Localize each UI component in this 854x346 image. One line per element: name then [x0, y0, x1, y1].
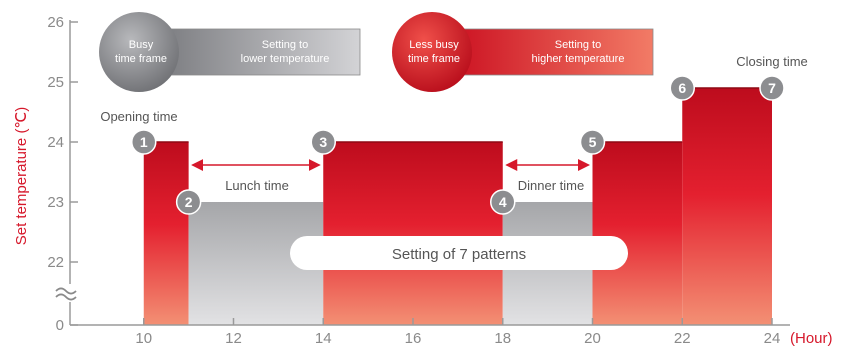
legend-circle-line1-1: Busy: [129, 39, 154, 51]
marker-label-3: 3: [319, 134, 327, 150]
marker-circle-6: [669, 75, 695, 101]
bars-layer: [143, 87, 772, 325]
legend-item-2: Less busy time frame Setting to higher temp…: [392, 12, 654, 92]
marker-circle-1: [131, 129, 157, 155]
legend-bar-1: [159, 28, 361, 76]
annotations-layer: Opening time Closing time Lunch time Dinner…: [100, 54, 808, 270]
x-tick-label-24: 24: [764, 330, 781, 346]
legend-circle-line2-1: time frame: [115, 53, 167, 65]
marker-circle-4: [490, 189, 516, 215]
x-tick-label-20: 20: [584, 330, 601, 346]
legend-bar-2: [452, 28, 654, 76]
y-tick-label-23: 23: [47, 194, 64, 211]
annotation-closing-time: Closing time: [736, 54, 808, 69]
marker-label-1: 1: [140, 134, 148, 150]
marker-1: 1: [131, 129, 157, 155]
axis-break-wave-1: [55, 287, 77, 295]
annotation-opening-time: Opening time: [100, 109, 177, 124]
bar-segment-1: [143, 142, 189, 325]
marker-5: 5: [579, 129, 606, 155]
y-axis-label: Set temperature (℃): [13, 107, 30, 246]
legend-circle-1: [99, 12, 179, 92]
y-tick-label-22: 22: [47, 254, 64, 271]
legend-bar-line2-2: higher temperature: [532, 53, 625, 65]
y-tick-label-26: 26: [47, 14, 64, 31]
legend-layer: Busy time frame Setting to lower temperatur…: [99, 12, 654, 92]
marker-label-6: 6: [678, 80, 686, 96]
markers-layer: 1 2 3 4 5 6 7: [131, 75, 785, 215]
x-tick-label-16: 16: [405, 330, 422, 346]
annotation-lunch-time: Lunch time: [225, 178, 289, 193]
x-tick-label-10: 10: [135, 330, 152, 346]
legend-bar-line1-1: Setting to: [262, 39, 308, 51]
marker-circle-3: [310, 129, 336, 155]
marker-7: 7: [759, 75, 785, 101]
patterns-pill-label: Setting of 7 patterns: [392, 246, 526, 263]
legend-circle-2: [392, 12, 472, 92]
marker-circle-7: [759, 75, 785, 101]
axis-break-wave-2: [55, 293, 77, 301]
patterns-pill: [290, 236, 628, 270]
x-tick-label-14: 14: [315, 330, 332, 346]
legend-item-1: Busy time frame Setting to lower temperatur…: [99, 12, 361, 92]
marker-label-2: 2: [185, 194, 193, 210]
legend-circle-line1-2: Less busy: [409, 39, 459, 51]
marker-circle-2: [175, 189, 202, 215]
marker-4: 4: [490, 189, 516, 215]
marker-label-5: 5: [589, 134, 597, 150]
bar-segment-5: [592, 142, 683, 325]
bar-segment-3: [323, 142, 503, 325]
legend-bar-line1-2: Setting to: [555, 39, 601, 51]
x-axis-unit: (Hour): [790, 330, 833, 346]
y-tick-label-24: 24: [47, 134, 64, 151]
marker-3: 3: [310, 129, 336, 155]
axis-break-icon: [55, 287, 77, 301]
annotation-dinner-time: Dinner time: [518, 178, 584, 193]
marker-label-7: 7: [768, 80, 776, 96]
marker-label-4: 4: [499, 194, 507, 210]
y-tick-label-0: 0: [56, 317, 64, 334]
marker-6: 6: [669, 75, 695, 101]
marker-2: 2: [175, 189, 202, 215]
x-tick-label-18: 18: [494, 330, 511, 346]
legend-circle-line2-2: time frame: [408, 53, 460, 65]
marker-circle-5: [579, 129, 606, 155]
x-tick-label-22: 22: [674, 330, 691, 346]
bar-segment-6: [682, 88, 772, 325]
legend-bar-line2-1: lower temperature: [241, 53, 330, 65]
y-tick-label-25: 25: [47, 74, 64, 91]
x-tick-label-12: 12: [225, 330, 242, 346]
